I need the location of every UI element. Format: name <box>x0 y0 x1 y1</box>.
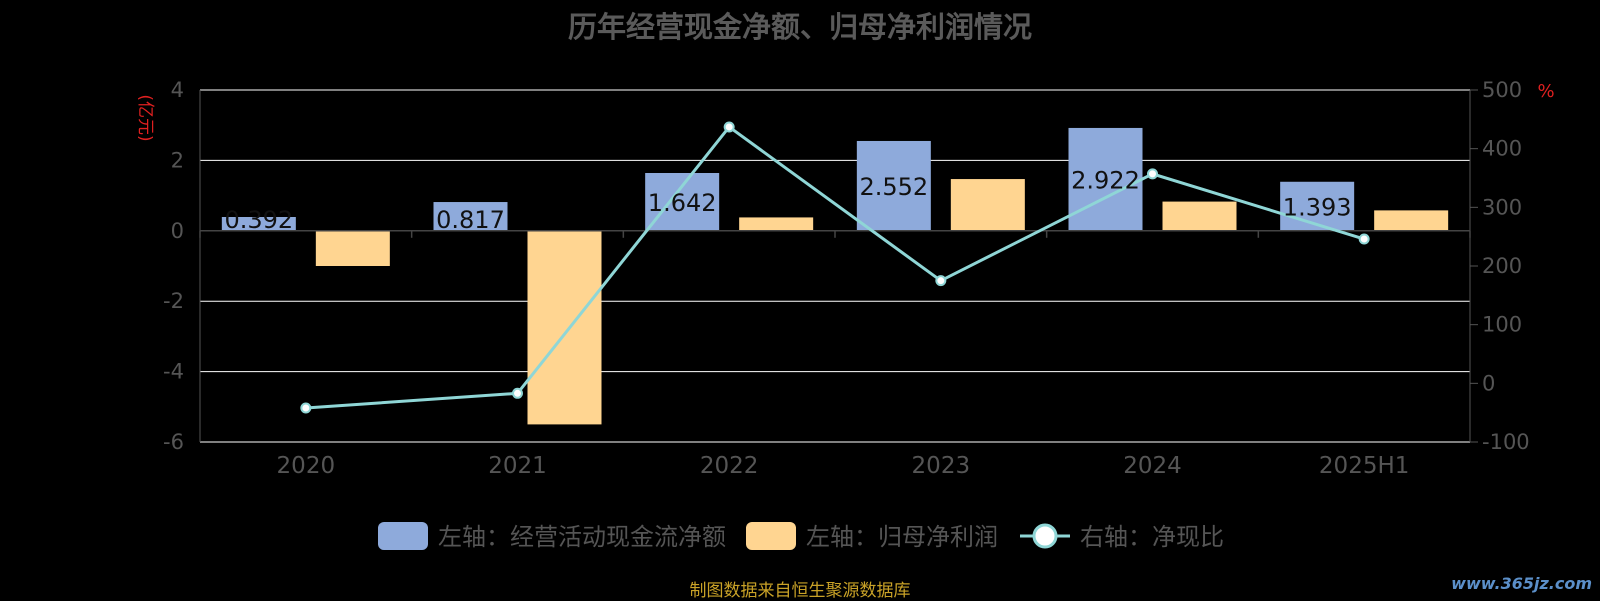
legend-swatch-cash-flow <box>378 522 428 550</box>
right-tick-label: 100 <box>1482 313 1522 337</box>
legend-label-net-profit: 左轴：归母净利润 <box>806 523 998 551</box>
left-tick-label: 2 <box>171 148 184 172</box>
category-label: 2025H1 <box>1319 453 1409 479</box>
left-axis-unit: (亿元) <box>135 94 155 141</box>
legend-swatch-ratio-marker <box>1032 523 1058 549</box>
cash-flow-bar <box>856 140 931 231</box>
right-tick-label: 400 <box>1482 137 1522 161</box>
category-label: 2022 <box>700 453 759 479</box>
category-label: 2020 <box>277 453 336 479</box>
legend-label-ratio: 右轴：净现比 <box>1080 523 1224 551</box>
cash-flow-bar <box>433 202 508 231</box>
net-profit-bar <box>1162 201 1237 231</box>
ratio-point <box>300 402 312 414</box>
chart-title: 历年经营现金净额、归母净利润情况 <box>567 10 1032 44</box>
right-axis-unit: % <box>1537 81 1554 102</box>
cash-flow-bar <box>221 217 296 231</box>
net-profit-bar <box>315 230 390 266</box>
cash-flow-value-label: 2.552 <box>859 173 928 201</box>
ratio-line-path <box>305 124 1365 410</box>
net-profit-bar <box>1374 210 1449 231</box>
ratio-point <box>1147 168 1158 180</box>
cash-flow-value-label: 2.922 <box>1071 166 1140 194</box>
net-profit-bar <box>739 217 814 231</box>
axes: -6 -4 -2 0 2 4 -100 0 100 200 300 400 500 (亿元)% 2020 20… <box>135 78 1555 479</box>
source-footer: 制图数据来自恒生聚源数据库 <box>689 581 911 601</box>
data-labels: 0.392 0.817 1.642 2.552 2.922 1.393 <box>224 166 1351 233</box>
cash-flow-bar <box>1280 181 1355 231</box>
category-label: 2023 <box>912 453 971 479</box>
cash-flow-value-label: 1.642 <box>648 189 717 217</box>
left-tick-label: 4 <box>171 78 184 102</box>
legend-swatch-net-profit <box>746 522 796 550</box>
bars <box>221 127 1449 425</box>
category-label: 2024 <box>1123 453 1182 479</box>
right-tick-label: 300 <box>1482 195 1522 219</box>
left-tick-label: 0 <box>171 219 184 243</box>
cash-flow-value-label: 0.817 <box>436 206 505 234</box>
cash-flow-bar <box>645 173 720 231</box>
ratio-line <box>300 121 1370 414</box>
right-tick-label: -100 <box>1482 430 1530 454</box>
cash-flow-value-label: 0.392 <box>224 206 293 234</box>
ratio-point <box>723 121 735 133</box>
net-profit-bar <box>950 179 1025 231</box>
right-tick-label: 0 <box>1482 371 1495 395</box>
ratio-point <box>935 275 947 287</box>
cash-flow-bar <box>1068 127 1143 231</box>
left-tick-label: -2 <box>163 289 184 313</box>
right-tick-label: 200 <box>1482 254 1522 278</box>
legend-label-cash-flow: 左轴：经营活动现金流净额 <box>438 523 726 551</box>
ratio-point <box>512 387 523 399</box>
left-tick-label: -4 <box>163 360 184 384</box>
legend: 左轴：经营活动现金流净额 左轴：归母净利润 右轴：净现比 <box>378 522 1224 551</box>
net-profit-bar <box>527 230 602 425</box>
right-tick-label: 500 <box>1482 78 1522 102</box>
watermark-logo: www.365jz.com <box>1451 574 1592 593</box>
category-label: 2021 <box>488 453 547 479</box>
gridlines <box>200 89 1470 443</box>
cash-flow-value-label: 1.393 <box>1283 193 1352 221</box>
left-tick-label: -6 <box>163 430 184 454</box>
ratio-point <box>1358 233 1370 245</box>
